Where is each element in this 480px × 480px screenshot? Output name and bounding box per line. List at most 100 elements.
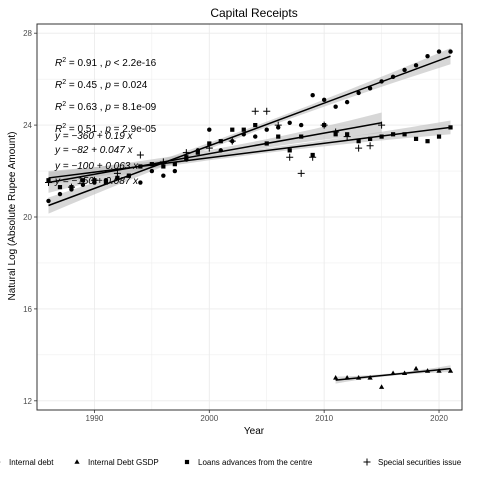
point-internal-debt [344,99,350,105]
legend-key-square [184,459,190,465]
point-internal-debt [57,191,63,197]
point-loans-advances [287,148,292,153]
point-internal-debt [46,198,51,204]
point-internal-debt [287,120,292,125]
point-internal-debt-gsdp [424,368,431,373]
regression-annotations: R2 = 0.91 , p < 2.2e-16 R2 = 0.45 , p = 0… [54,57,157,187]
point-internal-debt [448,49,453,54]
point-internal-debt [379,79,384,84]
point-special-securities [67,183,75,191]
y-tick-label: 20 [23,213,32,222]
point-loans-advances [390,132,396,137]
point-internal-debt [149,168,155,174]
point-special-securities [228,137,236,145]
axis-ticks: 1990 2000 2010 2020 12 16 20 24 28 [23,29,448,423]
point-internal-debt-gsdp [333,375,339,380]
point-internal-debt [161,173,166,178]
x-axis-title: Year [244,426,265,437]
point-loans-advances [149,162,154,167]
point-loans-advances [103,180,109,185]
point-loans-advances [356,139,361,144]
r-squared-annotation: R2 = 0.45 , p = 0.024 [55,79,148,91]
point-special-securities [286,153,294,161]
y-tick-label: 24 [23,121,32,130]
point-loans-advances [241,127,246,132]
point-loans-advances [80,178,86,183]
point-internal-debt [425,53,430,59]
point-internal-debt [402,67,407,73]
point-internal-debt-gsdp [436,368,442,373]
point-loans-advances [448,125,453,130]
point-special-securities [136,151,144,159]
legend: Internal debt Internal Debt GSDP Loans adv… [0,458,462,467]
point-loans-advances [138,164,143,169]
regression-equation: y = −100 + 0.063 x [54,161,139,172]
point-special-securities [297,169,305,177]
point-loans-advances [172,162,177,167]
point-special-securities [309,153,317,161]
data-points [44,49,454,389]
point-special-securities [343,133,351,141]
x-tick-label: 2020 [430,414,448,423]
point-loans-advances [402,132,407,137]
point-special-securities [366,142,374,150]
regression-equation: y = −360 + 0.19 x [54,131,134,142]
point-loans-advances [425,139,430,144]
point-internal-debt [298,122,304,128]
legend-key-plus [363,458,371,466]
point-special-securities [274,121,282,129]
point-internal-debt-gsdp [447,368,454,373]
point-special-securities [378,121,386,129]
point-special-securities [182,149,190,157]
point-internal-debt-gsdp [367,375,373,380]
point-internal-debt [333,104,338,109]
point-internal-debt [172,168,178,174]
point-special-securities [332,128,340,136]
point-special-securities [251,107,259,115]
point-internal-debt-gsdp [401,370,408,376]
point-special-securities [90,176,98,184]
legend-key-triangle [74,459,80,464]
point-internal-debt [321,97,327,103]
regression-equation: y = −82 + 0.047 x [54,145,134,156]
point-internal-debt-gsdp [378,384,385,389]
point-loans-advances [379,134,384,139]
point-internal-debt [241,132,246,137]
point-special-securities [355,144,363,152]
point-loans-advances [207,141,212,146]
x-tick-label: 1990 [86,414,104,423]
y-tick-label: 16 [23,305,32,314]
point-internal-debt [390,74,396,80]
point-internal-debt-gsdp [413,365,419,371]
legend-label: Special securities issue [378,458,462,467]
r-squared-annotation: R2 = 0.63 , p = 8.1e-09 [55,101,157,113]
x-tick-label: 2010 [315,414,333,423]
legend-label: Internal debt [9,458,54,467]
point-internal-debt-gsdp [390,370,396,376]
chart-title: Capital Receipts [210,6,297,20]
point-internal-debt [367,86,373,91]
point-special-securities [113,169,121,177]
legend-label: Internal Debt GSDP [88,458,159,467]
point-internal-debt [253,134,258,139]
point-loans-advances [368,136,373,141]
point-internal-debt [356,90,361,96]
point-special-securities [44,179,52,187]
point-loans-advances [218,139,223,144]
point-internal-debt-gsdp [356,375,362,380]
r-squared-annotation: R2 = 0.51 , p = 2.9e-05 [55,123,157,135]
point-internal-debt [138,180,143,185]
point-special-securities [320,121,328,129]
grid-lines [36,24,462,410]
point-special-securities [263,107,271,115]
point-internal-debt [207,127,212,132]
point-loans-advances [276,134,281,139]
point-loans-advances [264,141,269,146]
point-internal-debt [264,127,269,132]
legend-label: Loans advances from the centre [198,458,313,467]
point-loans-advances [436,134,442,139]
r-squared-annotation: R2 = 0.91 , p < 2.2e-16 [55,57,157,69]
point-loans-advances [195,150,200,155]
point-internal-debt-gsdp [344,375,350,380]
